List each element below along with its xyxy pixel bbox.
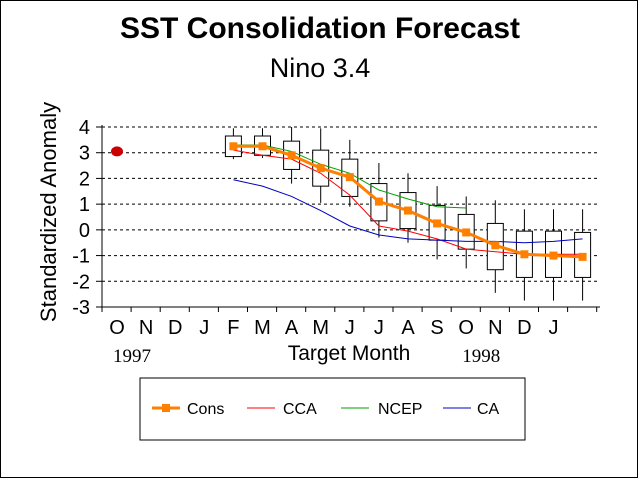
legend-item-ca: CA [443,401,500,418]
legend-box [139,377,526,441]
chart-subtitle: Nino 3.4 [270,53,371,83]
legend: Cons CCA NCEP CA [139,377,526,441]
series-line-ca [233,179,583,244]
y-tick-label: 2 [79,168,90,190]
x-tick-label: A [401,317,415,339]
y-tick-label: -2 [72,271,90,293]
x-tick-label: O [458,317,474,339]
x-tick-label: O [109,317,125,339]
legend-label-cons: Cons [187,401,224,418]
observed-point [111,146,123,157]
y-tick-label: 4 [79,117,90,139]
y-axis-label: Standardized Anomaly [36,102,61,322]
x-tick-label: F [227,317,239,339]
cons-marker [404,206,412,215]
cons-marker [316,164,325,173]
y-tick-label: 1 [79,194,90,216]
cons-marker [491,241,500,250]
x-tick-label: M [312,317,329,339]
year-label: 1998 [462,346,500,367]
series-lines [111,142,587,261]
cons-marker [549,251,558,260]
x-tick-label: A [285,317,299,339]
x-tick-label: J [549,317,559,339]
cons-marker [229,142,238,151]
cons-marker [578,252,587,261]
cons-marker [462,228,471,237]
year-label: 1997 [113,346,151,367]
legend-item-cons: Cons [152,401,224,418]
y-tick-label: 0 [79,220,90,242]
cons-marker [287,151,296,160]
chart-title: SST Consolidation Forecast [120,12,520,45]
x-tick-label: M [254,317,271,339]
cons-marker [374,197,383,206]
x-tick-label: D [517,317,531,339]
x-tick-label: N [488,317,502,339]
y-tick-label: -1 [72,246,90,268]
cons-marker [345,173,354,182]
cons-marker [520,250,529,259]
x-tick-label: J [345,317,355,339]
cons-marker [433,219,442,228]
legend-label-cca: CCA [283,401,317,418]
x-tick-label: J [374,317,384,339]
legend-label-ncep: NCEP [378,401,422,418]
y-tick-label: 3 [79,143,90,165]
x-tick-label: N [139,317,153,339]
legend-item-cca: CCA [247,401,317,418]
legend-item-ncep: NCEP [341,401,422,418]
x-tick-label: J [199,317,209,339]
x-axis-label: Target Month [288,342,411,365]
cons-marker [258,142,267,151]
legend-label-ca: CA [477,401,500,418]
y-tick-label: -3 [72,297,90,319]
x-tick-label: S [430,317,443,339]
x-tick-label: D [168,317,182,339]
